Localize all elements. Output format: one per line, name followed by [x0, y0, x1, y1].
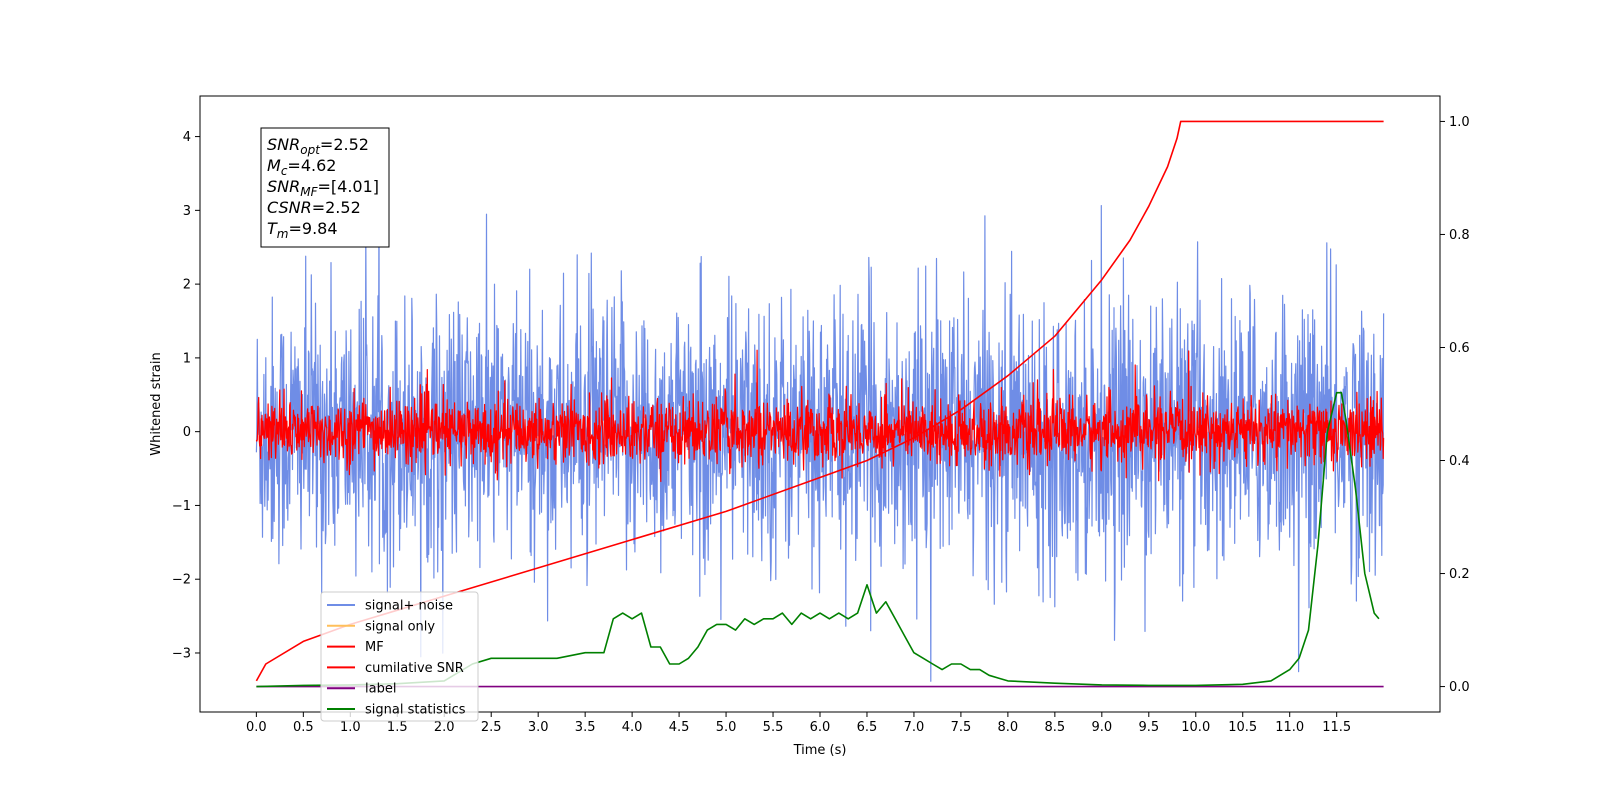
series-line-mf — [255, 349, 1385, 483]
legend-label: label — [365, 682, 396, 697]
x-tick-label: 2.5 — [481, 720, 502, 735]
y-tick-label: −2 — [172, 573, 191, 588]
x-tick-label: 1.5 — [387, 720, 408, 735]
y2-tick-label: 0.6 — [1449, 341, 1470, 356]
x-tick-label: 8.5 — [1045, 720, 1066, 735]
y-tick-label: 4 — [183, 130, 191, 145]
y-axis-title: Whitened strain — [149, 352, 164, 455]
x-tick-label: 11.5 — [1322, 720, 1351, 735]
series-line-signal-noise — [255, 178, 1385, 682]
y-tick-label: −3 — [172, 646, 191, 661]
legend-label: cumilative SNR — [365, 661, 464, 676]
y-tick-label: 3 — [183, 204, 191, 219]
y-tick-label: 1 — [183, 351, 191, 366]
legend-label: MF — [365, 640, 384, 655]
info-box-frame — [260, 127, 390, 248]
y2-tick-label: 1.0 — [1449, 115, 1470, 130]
y-tick-label: 0 — [183, 425, 191, 440]
x-tick-label: 0.0 — [246, 720, 267, 735]
x-tick-label: 11.0 — [1275, 720, 1304, 735]
x-tick-label: 1.0 — [340, 720, 361, 735]
info-box-line: CSNR=2.52 — [267, 198, 361, 217]
x-tick-label: 5.5 — [763, 720, 784, 735]
x-tick-label: 7.0 — [904, 720, 925, 735]
x-tick-label: 7.5 — [951, 720, 972, 735]
series-line-signal-statistics — [256, 391, 1380, 688]
info-box-line: Tm=9.84 — [267, 219, 338, 241]
x-tick-label: 8.0 — [998, 720, 1019, 735]
x-tick-label: 2.0 — [434, 720, 455, 735]
legend: signal+ noise signal only MF cumilative SNR… — [320, 591, 479, 722]
x-tick-label: 9.5 — [1138, 720, 1159, 735]
x-tick-label: 6.0 — [810, 720, 831, 735]
legend-label: signal+ noise — [365, 599, 453, 614]
x-tick-label: 10.5 — [1228, 720, 1257, 735]
info-box-line: SNRopt=2.52 — [267, 135, 369, 157]
y2-tick-label: 0.8 — [1449, 228, 1470, 243]
y2-tick-label: 0.4 — [1449, 454, 1470, 469]
x-tick-label: 0.5 — [293, 720, 314, 735]
legend-frame — [320, 591, 479, 722]
x-tick-label: 9.0 — [1091, 720, 1112, 735]
x-tick-label: 4.0 — [622, 720, 643, 735]
x-tick-label: 10.0 — [1181, 720, 1210, 735]
legend-label: signal only — [365, 619, 435, 634]
x-tick-label: 4.5 — [669, 720, 690, 735]
x-axis-title: Time (s) — [793, 743, 847, 758]
y-tick-label: 2 — [183, 278, 191, 293]
x-tick-label: 5.0 — [716, 720, 737, 735]
x-tick-label: 6.5 — [857, 720, 878, 735]
y-tick-label: −1 — [172, 499, 191, 514]
x-tick-label: 3.0 — [528, 720, 549, 735]
info-box-line: Mc=4.62 — [267, 156, 336, 178]
info-box-line: SNRMF=[4.01] — [267, 177, 379, 199]
axes: 0.0 0.5 1.0 1.5 2.0 2.5 3.0 3.5 4.0 4.5 5.0 5.5 6.0 6… — [172, 115, 1470, 735]
y2-tick-label: 0.0 — [1449, 680, 1470, 695]
y2-tick-label: 0.2 — [1449, 567, 1470, 582]
x-tick-label: 3.5 — [575, 720, 596, 735]
legend-label: signal statistics — [365, 703, 466, 718]
